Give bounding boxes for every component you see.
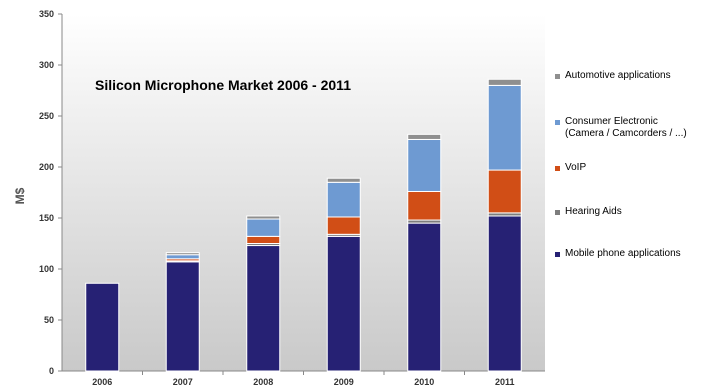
bar-segment — [487, 169, 522, 214]
bar-segment — [487, 84, 522, 171]
chart-title: Silicon Microphone Market 2006 - 2011 — [95, 77, 351, 93]
bar-segment — [407, 222, 442, 372]
legend-swatch — [555, 120, 560, 125]
legend-label: Automotive applications — [565, 70, 671, 81]
legend-item: Consumer Electronic (Camera / Camcorders… — [555, 116, 687, 140]
legend-swatch — [555, 210, 560, 215]
plot-area — [62, 14, 545, 371]
x-tick-label: 2007 — [173, 377, 193, 387]
bar-segment — [407, 190, 442, 221]
bar-segment — [246, 235, 281, 245]
bars — [85, 78, 522, 372]
x-tick-label: 2010 — [414, 377, 434, 387]
x-tick-label: 2008 — [253, 377, 273, 387]
legend-swatch — [555, 252, 560, 257]
y-tick-label: 0 — [49, 366, 54, 376]
legend-label: VoIP — [565, 162, 587, 173]
bar-segment — [326, 177, 361, 183]
y-tick-label: 200 — [39, 162, 54, 172]
bar-segment — [407, 133, 442, 140]
x-tick-label: 2006 — [92, 377, 112, 387]
bar-segment — [326, 235, 361, 372]
legend-item: Mobile phone applications — [555, 248, 681, 260]
legend-item: Automotive applications — [555, 70, 671, 82]
y-tick-label: 350 — [39, 9, 54, 19]
x-tick-label: 2009 — [334, 377, 354, 387]
legend-label: Mobile phone applications — [565, 248, 681, 259]
y-axis-label: M$ — [13, 187, 27, 204]
x-tick-label: 2011 — [495, 377, 515, 387]
legend-swatch — [555, 166, 560, 171]
legend-item: Hearing Aids — [555, 206, 622, 218]
y-tick-label: 300 — [39, 60, 54, 70]
bar-segment — [326, 216, 361, 235]
bar-segment — [246, 215, 281, 220]
bar-segment — [85, 282, 120, 372]
y-tick-label: 250 — [39, 111, 54, 121]
bar-segment — [487, 78, 522, 86]
bar-segment — [246, 218, 281, 237]
bar-segment — [165, 261, 200, 372]
legend-label: Consumer Electronic (Camera / Camcorders… — [565, 116, 687, 139]
bar-segment — [246, 245, 281, 372]
y-tick-label: 50 — [44, 315, 54, 325]
bar-segment — [407, 138, 442, 192]
bar-segment — [487, 215, 522, 372]
y-tick-label: 150 — [39, 213, 54, 223]
bar-segment — [326, 181, 361, 218]
legend-label: Hearing Aids — [565, 206, 622, 217]
axes: 0 50 100 150 200 250 300 350 2006 2007 2008 2009 201… — [39, 9, 545, 387]
y-tick-label: 100 — [39, 264, 54, 274]
bar-segment — [165, 252, 200, 256]
legend-swatch — [555, 74, 560, 79]
legend-item: VoIP — [555, 162, 586, 174]
bar-segment — [165, 254, 200, 260]
